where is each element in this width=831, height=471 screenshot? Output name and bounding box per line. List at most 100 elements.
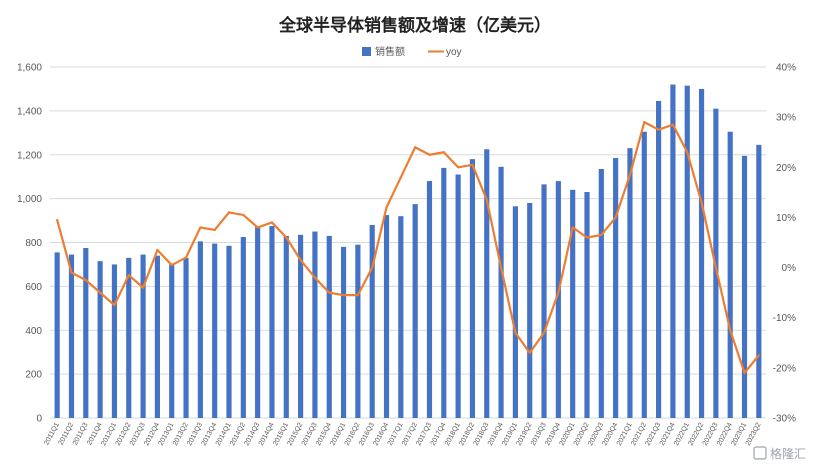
bar [455, 174, 461, 418]
watermark: 格隆汇 [753, 446, 806, 461]
y-right-tick-label: -10% [773, 313, 796, 324]
y-right-tick-label: 30% [776, 113, 796, 124]
bar [111, 264, 118, 418]
y-right-tick-label: 40% [776, 63, 796, 74]
y-right-tick-label: 20% [776, 163, 796, 174]
y-left-tick-label: 1,400 [17, 106, 42, 117]
yoy-point [585, 236, 589, 239]
yoy-point [457, 166, 460, 169]
yoy-point [499, 266, 503, 269]
bar [197, 241, 203, 418]
yoy-point [757, 354, 760, 357]
bar [613, 158, 619, 419]
yoy-point [600, 233, 603, 237]
bar [498, 166, 504, 418]
bar [383, 215, 390, 418]
bar [255, 227, 261, 418]
yoy-point [199, 226, 202, 229]
yoy-point [84, 279, 87, 282]
yoy-point [557, 291, 560, 294]
yoy-point [256, 226, 259, 229]
bar [212, 243, 218, 418]
yoy-line-path [56, 121, 760, 374]
bar [97, 261, 103, 418]
yoy-point [414, 146, 417, 149]
yoy-point [113, 304, 116, 307]
bar [670, 84, 676, 419]
x-axis: 2011Q12011Q22011Q32011Q42012Q12012Q22012… [43, 422, 762, 447]
bar [541, 184, 547, 418]
y-left-tick-label: 1,000 [17, 194, 42, 205]
bar [140, 254, 146, 418]
bar [656, 101, 662, 418]
y-left-tick-label: 1,600 [17, 63, 42, 74]
yoy-point [671, 123, 675, 126]
yoy-point [356, 294, 359, 297]
yoy-point [242, 213, 245, 217]
bar [169, 264, 175, 418]
yoy-point [270, 221, 274, 224]
yoy-point [743, 371, 746, 374]
bar [83, 247, 89, 418]
bar [283, 235, 289, 418]
yoy-point [70, 271, 73, 274]
yoy-point [528, 351, 531, 354]
bar [126, 257, 132, 418]
watermark-text: 格隆汇 [770, 446, 806, 461]
y-right-tick-label: -20% [773, 363, 796, 374]
bar [441, 167, 447, 418]
bar [154, 255, 160, 418]
yoy-point [471, 163, 474, 166]
bar [240, 237, 246, 418]
yoy-point [729, 329, 732, 332]
bar [340, 246, 347, 418]
legend-label-sales: 销售额 [375, 45, 405, 58]
legend-label-yoy: yoy [446, 47, 462, 58]
yoy-point [643, 121, 646, 124]
yoy-point [313, 276, 317, 279]
bar [298, 234, 304, 418]
bar [512, 206, 518, 418]
yoy-point [184, 256, 188, 259]
bar [326, 235, 332, 418]
bar [627, 148, 633, 419]
y-right-tick-label: 0% [782, 263, 797, 274]
bar [355, 244, 361, 418]
y-right-tick-label: 10% [776, 213, 796, 224]
yoy-point [299, 258, 302, 262]
bar [698, 88, 705, 418]
bar [269, 226, 275, 418]
yoy-point [127, 273, 130, 277]
bar [469, 159, 476, 418]
yoy-point [227, 211, 231, 214]
bar [398, 216, 404, 418]
bar [226, 245, 232, 418]
y-left-tick-label: 0 [36, 414, 42, 425]
yoy-point [141, 286, 145, 289]
bar [598, 169, 604, 418]
y-left-tick-label: 1,200 [17, 150, 42, 161]
yoy-point [657, 128, 660, 131]
yoy-point [328, 291, 331, 294]
watermark-logo-icon [753, 446, 767, 460]
yoy-point [485, 198, 488, 201]
yoy-point [686, 151, 689, 154]
y-axis-left: 0 200 400 600 800 1,000 1,200 1,400 1,600 [17, 63, 42, 425]
bar [684, 85, 690, 419]
yoy-point [442, 151, 445, 154]
yoy-point [156, 248, 159, 252]
yoy-point [56, 218, 59, 222]
yoy-line [56, 121, 760, 374]
yoy-point [385, 206, 388, 209]
bar [527, 203, 533, 418]
y-left-tick-label: 200 [25, 370, 42, 381]
bar [426, 181, 433, 418]
legend-swatch-sales [362, 47, 371, 56]
yoy-point [628, 173, 632, 176]
bar [756, 144, 762, 418]
bar [312, 231, 318, 418]
yoy-point [399, 176, 402, 179]
yoy-point [571, 226, 574, 229]
bar [412, 204, 418, 418]
